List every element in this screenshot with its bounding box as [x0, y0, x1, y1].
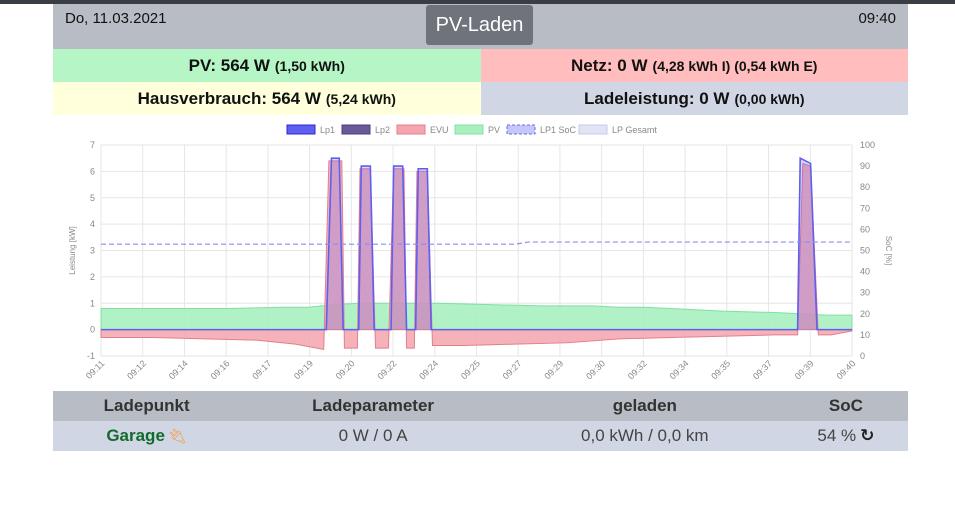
table-row: Garage 🔌︎ 0 W / 0 A 0,0 kWh / 0,0 km 54 %… [53, 421, 908, 451]
legend-swatch [506, 124, 536, 135]
x-tick-label: 09:12 [125, 358, 148, 381]
col-header-geladen: geladen [505, 391, 784, 421]
window-top-bar [0, 0, 955, 4]
legend-label: Lp2 [375, 125, 390, 135]
x-tick-label: 09:29 [542, 358, 565, 381]
x-tick-label: 09:30 [584, 358, 607, 381]
legend-swatch [396, 124, 426, 135]
x-tick-label: 09:27 [501, 358, 524, 381]
y-axis-title-left: Leistung [kW] [68, 226, 77, 274]
legend-label: Lp1 [320, 125, 335, 135]
y-tick-label-left: 5 [90, 193, 95, 203]
netz-summary: Netz: 0 W (4,28 kWh I) (0,54 kWh E) [480, 49, 908, 82]
legend-swatch [286, 124, 316, 135]
legend-swatch [578, 124, 608, 135]
x-tick-label: 09:24 [417, 358, 440, 381]
lade-label: Ladeleistung: 0 W [584, 88, 730, 108]
haus-label: Hausverbrauch: 564 W [137, 88, 321, 108]
x-tick-label: 09:34 [668, 358, 691, 381]
ladeparameter-cell: 0 W / 0 A [240, 421, 506, 451]
y-tick-label-right: 70 [860, 203, 870, 213]
summary-row-1: PV: 564 W (1,50 kWh) Netz: 0 W (4,28 kWh… [53, 49, 908, 82]
plug-icon: 🔌︎ [167, 428, 187, 445]
x-tick-label: 09:40 [834, 358, 857, 381]
netz-detail: (4,28 kWh I) (0,54 kWh E) [652, 57, 818, 74]
x-tick-label: 09:17 [250, 358, 273, 381]
x-tick-label: 09:32 [626, 358, 649, 381]
x-tick-label: 09:14 [167, 358, 190, 381]
netz-label: Netz: 0 W [571, 55, 648, 75]
x-tick-label: 09:16 [209, 358, 232, 381]
pv-detail: (1,50 kWh) [274, 57, 345, 74]
y-tick-label-right: 60 [860, 224, 870, 234]
y-tick-label-right: 100 [860, 140, 875, 150]
ladepunkt-table: Ladepunkt Ladeparameter geladen SoC Gara… [53, 391, 908, 451]
y-tick-label-right: 90 [860, 161, 870, 171]
y-axis-title-right: SoC [%] [884, 236, 893, 265]
lp1-soc-series-line [101, 241, 852, 245]
x-tick-label: 09:22 [375, 358, 398, 381]
haus-detail: (5,24 kWh) [325, 90, 396, 107]
y-tick-label-left: -1 [87, 351, 95, 361]
y-tick-label-left: 7 [90, 140, 95, 150]
y-tick-label-right: 40 [860, 267, 870, 277]
header-date: Do, 11.03.2021 [65, 10, 167, 27]
refresh-icon[interactable]: ↻ [860, 426, 875, 445]
pv-summary: PV: 564 W (1,50 kWh) [53, 49, 481, 82]
legend-swatch [454, 124, 484, 135]
ladepunkt-cell[interactable]: Garage 🔌︎ [53, 421, 241, 451]
x-tick-label: 09:19 [292, 358, 315, 381]
y-tick-label-left: 4 [90, 219, 95, 229]
y-tick-label-left: 3 [90, 246, 95, 256]
legend-swatch [341, 124, 371, 135]
soc-cell: 54 % ↻ [783, 421, 908, 451]
y-tick-label-left: 1 [90, 298, 95, 308]
page-title-button[interactable]: PV-Laden [426, 5, 533, 45]
hausverbrauch-summary: Hausverbrauch: 564 W (5,24 kWh) [53, 82, 481, 115]
evu-series-area [100, 160, 853, 351]
legend-label: PV [488, 125, 500, 135]
y-tick-label-right: 0 [860, 351, 865, 361]
header-bar: Do, 11.03.2021 PV-Laden 09:40 [53, 4, 908, 49]
summary-row-2: Hausverbrauch: 564 W (5,24 kWh) Ladeleis… [53, 82, 908, 115]
legend-label: LP Gesamt [612, 125, 657, 135]
pv-label: PV: 564 W [188, 55, 270, 75]
ladepunkt-name[interactable]: Garage [106, 426, 165, 445]
app-container: Do, 11.03.2021 PV-Laden 09:40 PV: 564 W … [53, 4, 908, 451]
col-header-ladepunkt: Ladepunkt [53, 391, 241, 421]
y-tick-label-left: 2 [90, 272, 95, 282]
lade-detail: (0,00 kWh) [734, 90, 805, 107]
y-tick-label-left: 6 [90, 166, 95, 176]
x-tick-label: 09:20 [334, 358, 357, 381]
soc-value: 54 % [817, 426, 857, 445]
col-header-ladeparameter: Ladeparameter [240, 391, 506, 421]
table-header-row: Ladepunkt Ladeparameter geladen SoC [53, 391, 908, 421]
x-tick-label: 09:39 [793, 358, 816, 381]
legend-label: EVU [430, 125, 449, 135]
x-tick-label: 09:35 [709, 358, 732, 381]
power-chart: 7 6 5 4 3 2 1 0 -1 100 90 80 70 60 50 40 30 20 10 0 09:11 09:… [53, 115, 908, 391]
x-tick-label: 09:25 [459, 358, 482, 381]
y-tick-label-right: 10 [860, 330, 870, 340]
header-time: 09:40 [858, 10, 896, 27]
y-tick-label-right: 50 [860, 246, 870, 256]
y-tick-label-right: 80 [860, 182, 870, 192]
geladen-cell: 0,0 kWh / 0,0 km [505, 421, 784, 451]
ladeleistung-summary: Ladeleistung: 0 W (0,00 kWh) [480, 82, 908, 115]
x-tick-label: 09:37 [751, 358, 774, 381]
x-tick-label: 09:11 [84, 358, 107, 381]
y-tick-label-right: 30 [860, 288, 870, 298]
y-tick-label-right: 20 [860, 309, 870, 319]
pv-series-area [100, 302, 853, 331]
col-header-soc: SoC [783, 391, 908, 421]
y-tick-label-left: 0 [90, 325, 95, 335]
legend-label: LP1 SoC [540, 125, 577, 135]
